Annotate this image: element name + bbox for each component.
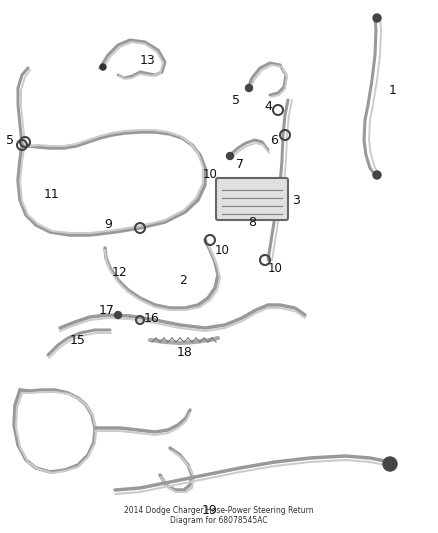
Text: 2: 2 [179,273,187,287]
Text: 6: 6 [270,133,278,147]
Text: 1: 1 [389,84,397,96]
Text: 10: 10 [215,244,230,256]
Text: 2014 Dodge Charger Hose-Power Steering Return
Diagram for 68078545AC: 2014 Dodge Charger Hose-Power Steering R… [124,506,314,525]
Circle shape [114,311,121,319]
Text: 18: 18 [177,345,193,359]
Text: 16: 16 [144,311,160,325]
Text: 19: 19 [202,504,218,516]
Circle shape [373,171,381,179]
Text: 17: 17 [99,303,115,317]
Circle shape [383,457,397,471]
Text: 10: 10 [268,262,283,274]
Text: 7: 7 [236,158,244,172]
Circle shape [226,152,233,159]
Text: 3: 3 [292,193,300,206]
Text: 5: 5 [232,93,240,107]
Text: 8: 8 [248,215,256,229]
Text: 9: 9 [104,219,112,231]
Text: 15: 15 [70,334,86,346]
Text: 10: 10 [202,168,217,182]
FancyBboxPatch shape [216,178,288,220]
Text: 12: 12 [112,265,128,279]
Text: 13: 13 [140,53,156,67]
Circle shape [100,64,106,70]
Circle shape [246,85,252,92]
Circle shape [373,14,381,22]
Text: 11: 11 [44,189,60,201]
Text: 4: 4 [264,101,272,114]
Text: 5: 5 [6,133,14,147]
